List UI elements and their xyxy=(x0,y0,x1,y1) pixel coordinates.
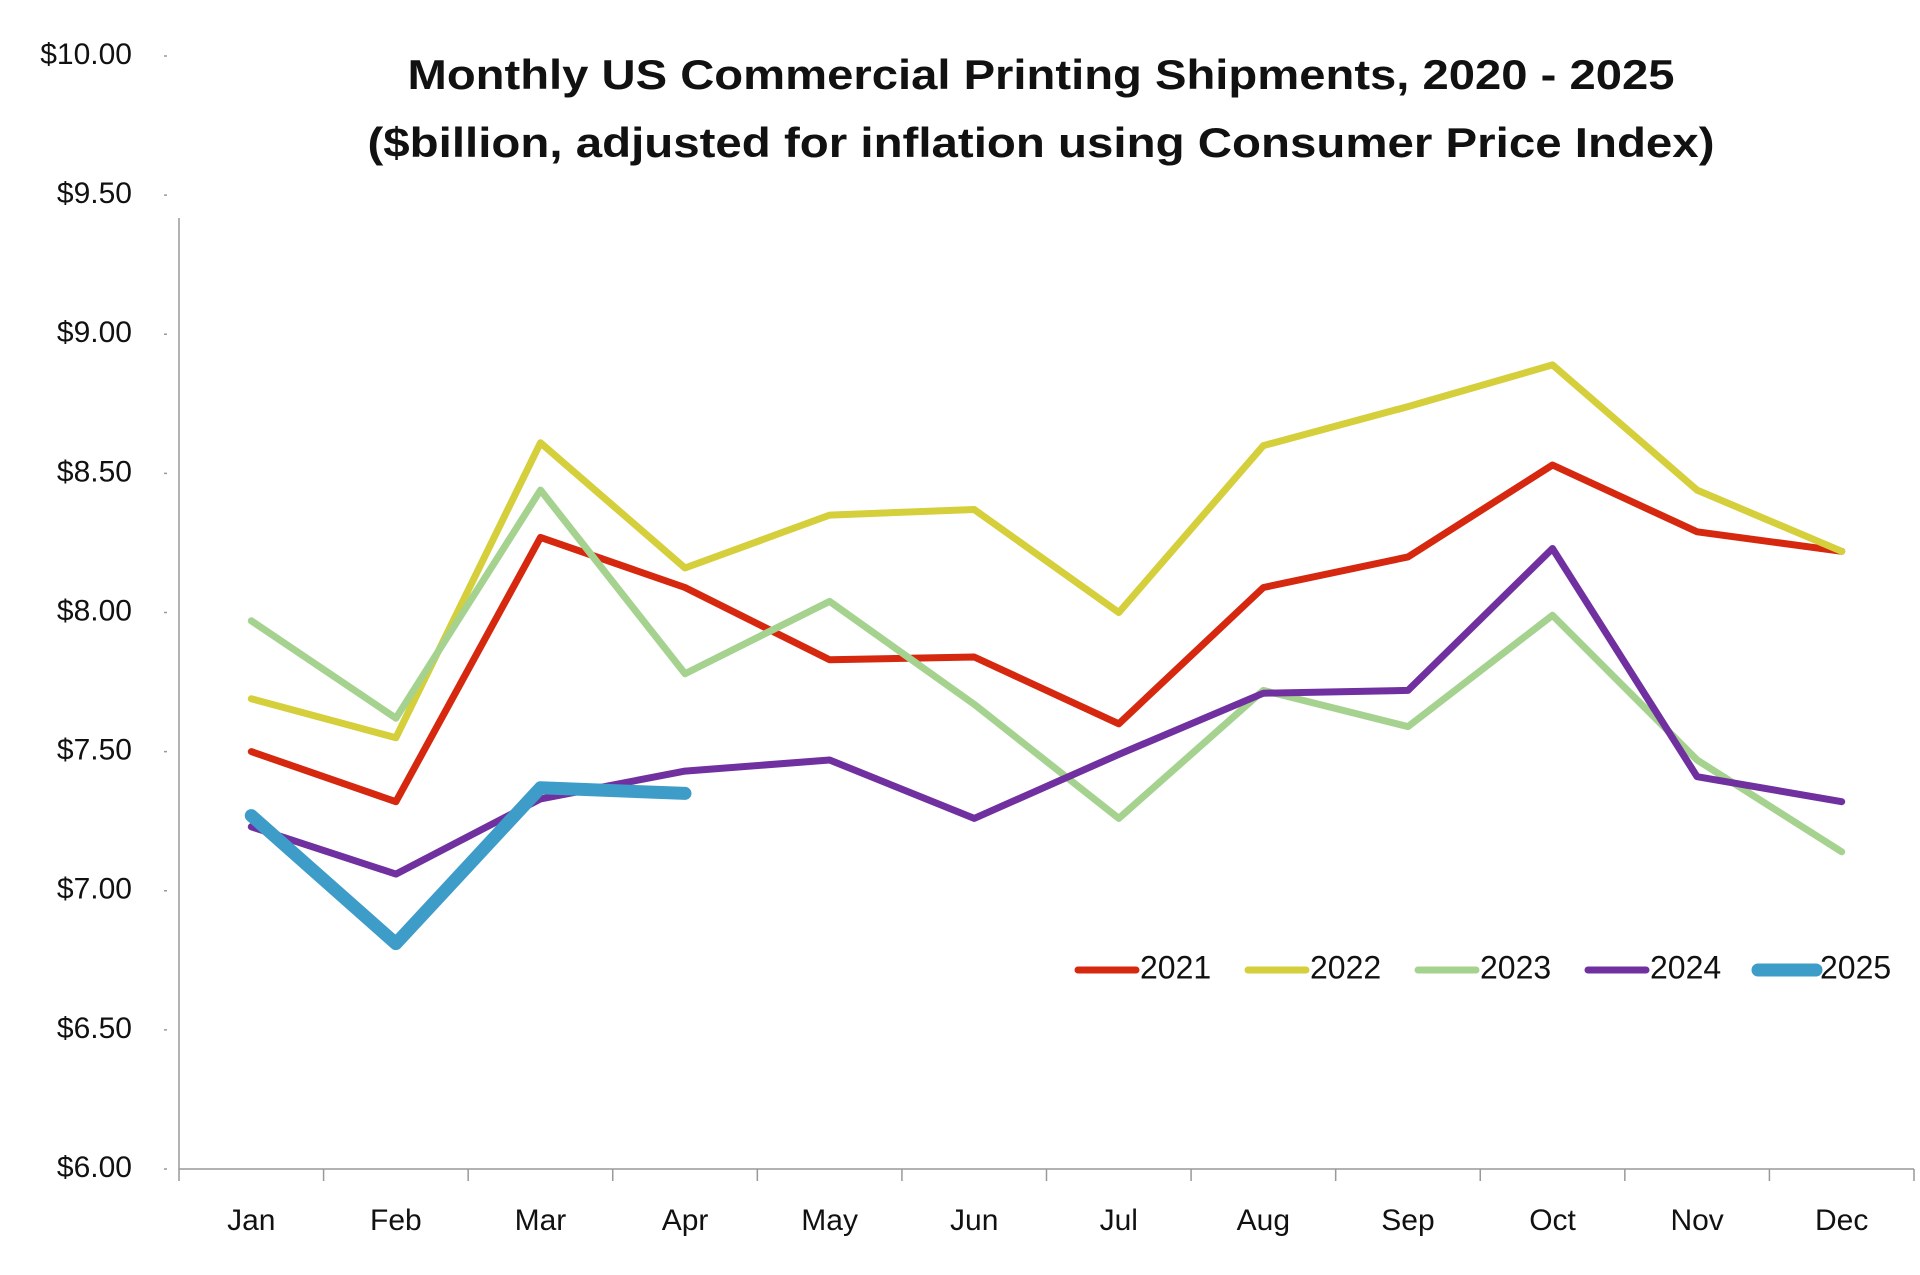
y-tick-label: $9.50 xyxy=(57,177,132,210)
x-tick-label: Nov xyxy=(1670,1204,1723,1237)
legend-label: 2023 xyxy=(1480,949,1551,985)
series-line xyxy=(247,361,1846,742)
chart-title: Monthly US Commercial Printing Shipments… xyxy=(408,51,1675,98)
x-tick-label: May xyxy=(801,1204,858,1237)
series-line xyxy=(247,545,1846,878)
series-line xyxy=(247,486,1846,856)
series-line xyxy=(244,781,692,951)
legend-label: 2022 xyxy=(1310,949,1381,985)
y-tick-label: $6.50 xyxy=(57,1012,132,1045)
x-tick-label: Oct xyxy=(1529,1204,1576,1237)
legend-label: 2021 xyxy=(1140,949,1211,985)
x-tick-label: Sep xyxy=(1381,1204,1434,1237)
x-tick-label: Aug xyxy=(1237,1204,1290,1237)
legend-label: 2024 xyxy=(1650,949,1721,985)
y-tick-label: $10.00 xyxy=(40,38,132,71)
y-tick-label: $8.00 xyxy=(57,594,132,627)
series-line xyxy=(247,461,1846,806)
x-tick-label: Apr xyxy=(662,1204,709,1237)
y-tick-label: $7.00 xyxy=(57,873,132,906)
x-tick-label: Mar xyxy=(515,1204,567,1237)
y-tick-label: $9.00 xyxy=(57,316,132,349)
y-tick-label: $6.00 xyxy=(57,1151,132,1184)
x-tick-label: Jul xyxy=(1100,1204,1138,1237)
x-tick-label: Feb xyxy=(370,1204,422,1237)
x-tick-label: Jan xyxy=(227,1204,275,1237)
legend-label: 2025 xyxy=(1820,949,1891,985)
x-tick-label: Dec xyxy=(1815,1204,1868,1237)
y-tick-label: $7.50 xyxy=(57,734,132,767)
chart-subtitle: ($billion, adjusted for inflation using … xyxy=(368,119,1715,166)
y-tick-label: $8.50 xyxy=(57,455,132,488)
x-tick-label: Jun xyxy=(950,1204,998,1237)
